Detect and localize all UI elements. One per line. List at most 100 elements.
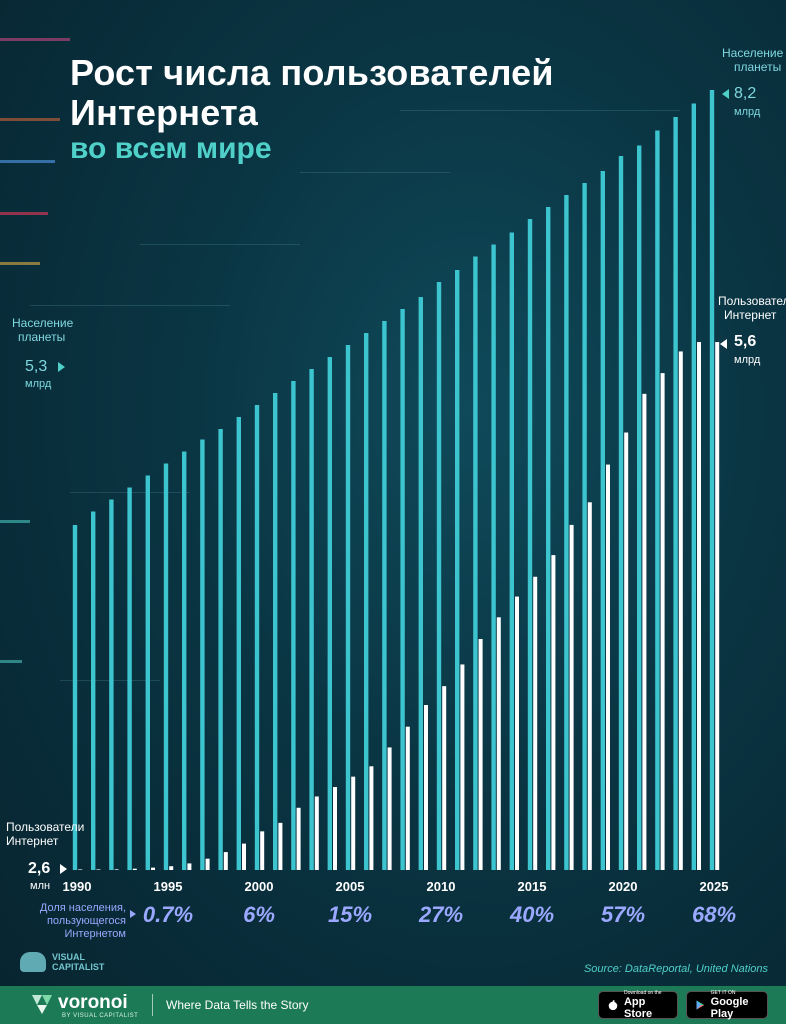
- share-value-2010: 27%: [418, 902, 464, 927]
- population-bar-2000: [254, 405, 260, 870]
- right-population-label-line1: Население: [722, 46, 784, 60]
- internet-users-bar-2022: [660, 373, 665, 870]
- x-tick-label-2015: 2015: [518, 879, 547, 894]
- x-tick-label-1990: 1990: [63, 879, 92, 894]
- population-bar-2002: [291, 381, 296, 870]
- internet-users-bar-2014: [515, 596, 519, 870]
- population-bar-2005: [345, 345, 351, 870]
- share-row-label-line3: Интернетом: [64, 928, 126, 940]
- internet-users-bar-1998: [223, 852, 228, 870]
- population-bar-2003: [309, 369, 314, 870]
- right-users-value: 5,6: [734, 333, 757, 350]
- internet-users-bar-2000: [260, 831, 265, 870]
- internet-users-bar-2023: [678, 351, 683, 870]
- x-tick-label-2000: 2000: [245, 879, 274, 894]
- population-bar-2004: [327, 357, 332, 870]
- share-row-label-line2: пользующегося: [46, 915, 126, 927]
- google-play-button[interactable]: GET IT ON Google Play: [686, 990, 768, 1020]
- right-users-label: Пользователи Интернет: [718, 294, 786, 322]
- population-bar-1998: [218, 429, 223, 870]
- left-users-label: Пользователи Интернет: [6, 820, 84, 848]
- left-users-unit: млн: [30, 880, 51, 892]
- population-bar-2017: [564, 195, 569, 870]
- population-bar-2001: [273, 393, 278, 870]
- internet-users-bar-2020: [624, 432, 629, 870]
- internet-users-bar-2005: [351, 776, 356, 870]
- internet-users-bar-1995: [169, 866, 174, 870]
- footer-tagline: Where Data Tells the Story: [166, 998, 309, 1012]
- internet-users-bar-1990: [78, 869, 83, 870]
- app-store-button[interactable]: Download on the App Store: [598, 990, 678, 1020]
- right-population-value: 8,2: [734, 85, 757, 102]
- internet-users-bar-1996: [187, 863, 192, 870]
- google-play-small-text: GET IT ON: [710, 990, 736, 996]
- chart-title-line1: Рост числа пользователей: [70, 52, 554, 93]
- left-population-label-line1: Население: [12, 316, 74, 330]
- internet-users-bar-2021: [642, 393, 647, 870]
- vc-wordmark-line1: VISUAL: [52, 952, 86, 962]
- internet-users-bar-2016: [551, 555, 556, 870]
- population-bar-1992: [109, 499, 114, 870]
- internet-users-bar-2007: [387, 747, 392, 870]
- right-population-arrow-icon: [722, 89, 729, 99]
- internet-users-bar-2003: [314, 796, 319, 870]
- left-population-arrow-icon: [58, 362, 65, 372]
- internet-users-bar-1994: [151, 867, 155, 870]
- population-bar-2006: [364, 333, 369, 870]
- right-users-arrow-icon: [720, 339, 727, 349]
- chart-subtitle: во всем мире: [70, 132, 272, 165]
- population-bar-2008: [400, 309, 405, 870]
- internet-users-bar-2012: [478, 639, 483, 870]
- population-bar-2021: [637, 145, 642, 870]
- share-value-2015: 40%: [509, 902, 555, 927]
- population-bar-2022: [655, 130, 660, 870]
- internet-users-bar-2019: [606, 464, 610, 870]
- internet-users-bar-2004: [333, 787, 337, 870]
- internet-users-bar-2025: [715, 342, 720, 870]
- internet-users-bar-2002: [296, 807, 301, 870]
- population-bar-2023: [673, 117, 678, 870]
- internet-users-bar-1991: [96, 869, 101, 870]
- x-tick-label-2010: 2010: [427, 879, 456, 894]
- x-tick-label-2020: 2020: [609, 879, 638, 894]
- footer-divider: [152, 994, 153, 1016]
- internet-users-bar-2010: [442, 686, 447, 870]
- internet-users-bar-2018: [587, 502, 592, 870]
- share-value-2020: 57%: [600, 902, 646, 927]
- apple-icon: [608, 1000, 618, 1011]
- voronoi-wordmark[interactable]: voronoi: [58, 992, 128, 1013]
- population-bar-2012: [473, 256, 478, 870]
- internet-users-bar-2024: [697, 342, 701, 870]
- share-value-1995: 0.7%: [142, 902, 194, 927]
- internet-users-bar-2001: [278, 822, 283, 870]
- population-bar-2015: [527, 219, 533, 870]
- population-bar-2020: [618, 156, 624, 870]
- population-bar-2018: [582, 183, 587, 870]
- population-bar-1997: [200, 439, 205, 870]
- internet-users-bar-2013: [496, 617, 501, 870]
- right-users-unit: млрд: [734, 354, 761, 366]
- vc-wordmark-line2: CAPITALIST: [52, 962, 105, 972]
- population-bar-2011: [455, 270, 460, 870]
- visual-capitalist-mark-icon: [20, 952, 46, 972]
- population-bar-1993: [127, 487, 132, 870]
- left-users-arrow-icon: [60, 864, 67, 874]
- population-bar-2016: [546, 207, 551, 870]
- internet-users-bar-1992: [114, 869, 119, 870]
- x-tick-label-1995: 1995: [154, 879, 183, 894]
- share-value-2000: 6%: [243, 902, 275, 927]
- right-users-label-line2: Интернет: [724, 308, 777, 322]
- internet-users-bar-2017: [569, 524, 574, 870]
- population-bar-2009: [418, 297, 423, 870]
- right-users-label-line1: Пользователи: [718, 294, 786, 308]
- internet-users-bar-1997: [205, 858, 210, 870]
- share-value-2005: 15%: [327, 902, 373, 927]
- x-tick-label-2005: 2005: [336, 879, 365, 894]
- internet-users-bar-2009: [424, 705, 428, 870]
- left-users-label-line2: Интернет: [6, 834, 59, 848]
- source-note: Source: DataReportal, United Nations: [583, 963, 768, 975]
- x-tick-label-2025: 2025: [700, 879, 729, 894]
- population-bar-1991: [91, 511, 96, 870]
- app-store-small-text: Download on the: [623, 990, 662, 996]
- visual-capitalist-logo: VISUAL CAPITALIST: [20, 952, 104, 972]
